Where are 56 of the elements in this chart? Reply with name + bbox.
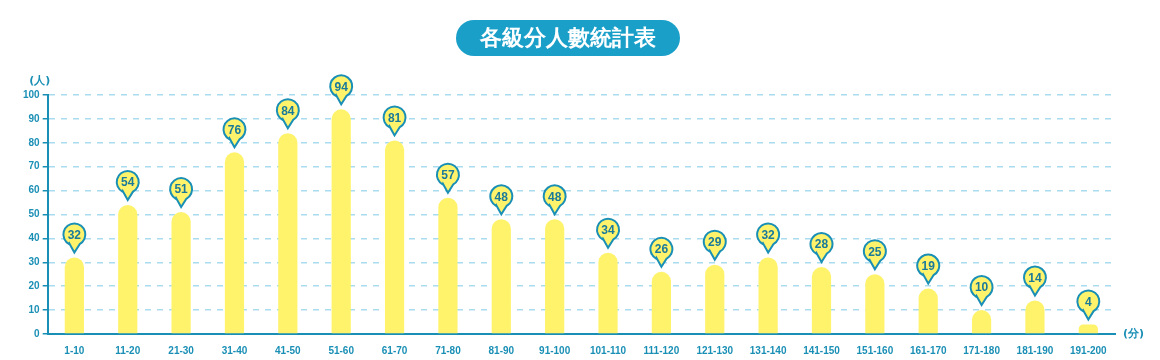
y-tick-label: 70: [28, 160, 41, 172]
y-tick-label: 40: [28, 232, 41, 244]
data-label: 4: [1084, 294, 1092, 309]
x-tick-label: 151-160: [856, 344, 894, 356]
chart-title: 各級分人數統計表: [456, 20, 680, 56]
x-tick-label: 161-170: [909, 344, 948, 356]
y-tick-label: 100: [23, 88, 41, 100]
data-label: 84: [281, 103, 295, 118]
x-tick-label: 191-200: [1069, 344, 1108, 356]
x-tick-label: 71-80: [435, 344, 462, 356]
y-tick-label: 90: [28, 112, 41, 124]
y-tick-label: 80: [28, 136, 41, 148]
data-label: 32: [761, 227, 776, 242]
x-tick-label: 171-180: [963, 344, 1001, 356]
data-label: 25: [868, 244, 882, 259]
data-label: 28: [814, 237, 829, 252]
bar: [171, 212, 191, 334]
data-label: 81: [387, 110, 402, 125]
x-tick-label: 41-50: [275, 344, 302, 356]
x-tick-label: 61-70: [381, 344, 408, 356]
data-label: 48: [494, 189, 509, 204]
data-label: 14: [1028, 270, 1042, 285]
x-tick-label: 131-140: [749, 344, 787, 356]
bar: [811, 267, 832, 334]
data-label: 26: [654, 242, 669, 257]
data-label: 19: [921, 258, 936, 273]
data-label: 57: [441, 168, 455, 183]
data-label: 34: [601, 223, 616, 238]
x-tick-label: 141-150: [803, 344, 841, 356]
x-tick-label: 1-10: [64, 344, 85, 356]
data-label: 54: [121, 175, 135, 190]
data-label: 94: [334, 79, 349, 94]
y-tick-label: 30: [28, 256, 41, 268]
x-tick-label: 91-100: [539, 344, 571, 356]
y-axis-title: (人): [29, 73, 51, 87]
y-tick-label: 60: [28, 184, 41, 196]
y-tick-label: 10: [28, 303, 41, 315]
data-label: 10: [974, 280, 989, 295]
data-label: 29: [708, 235, 722, 249]
data-label: 51: [174, 182, 189, 197]
x-tick-label: 181-190: [1016, 344, 1054, 356]
y-tick-label: 20: [28, 279, 41, 291]
x-tick-label: 101-110: [589, 344, 627, 356]
x-tick-label: 121-130: [696, 344, 734, 356]
x-axis-title: (分): [1123, 326, 1145, 340]
x-tick-label: 111-120: [643, 344, 680, 356]
y-tick-label: 50: [28, 208, 41, 220]
y-tick-label: 0: [34, 327, 41, 339]
x-tick-label: 81-90: [488, 344, 515, 356]
x-tick-label: 21-30: [168, 344, 195, 356]
x-tick-label: 11-20: [115, 344, 141, 356]
data-label: 48: [547, 189, 562, 204]
x-tick-label: 31-40: [221, 344, 248, 356]
data-label: 76: [227, 122, 242, 137]
x-tick-label: 51-60: [328, 344, 355, 356]
data-label: 32: [67, 227, 82, 242]
